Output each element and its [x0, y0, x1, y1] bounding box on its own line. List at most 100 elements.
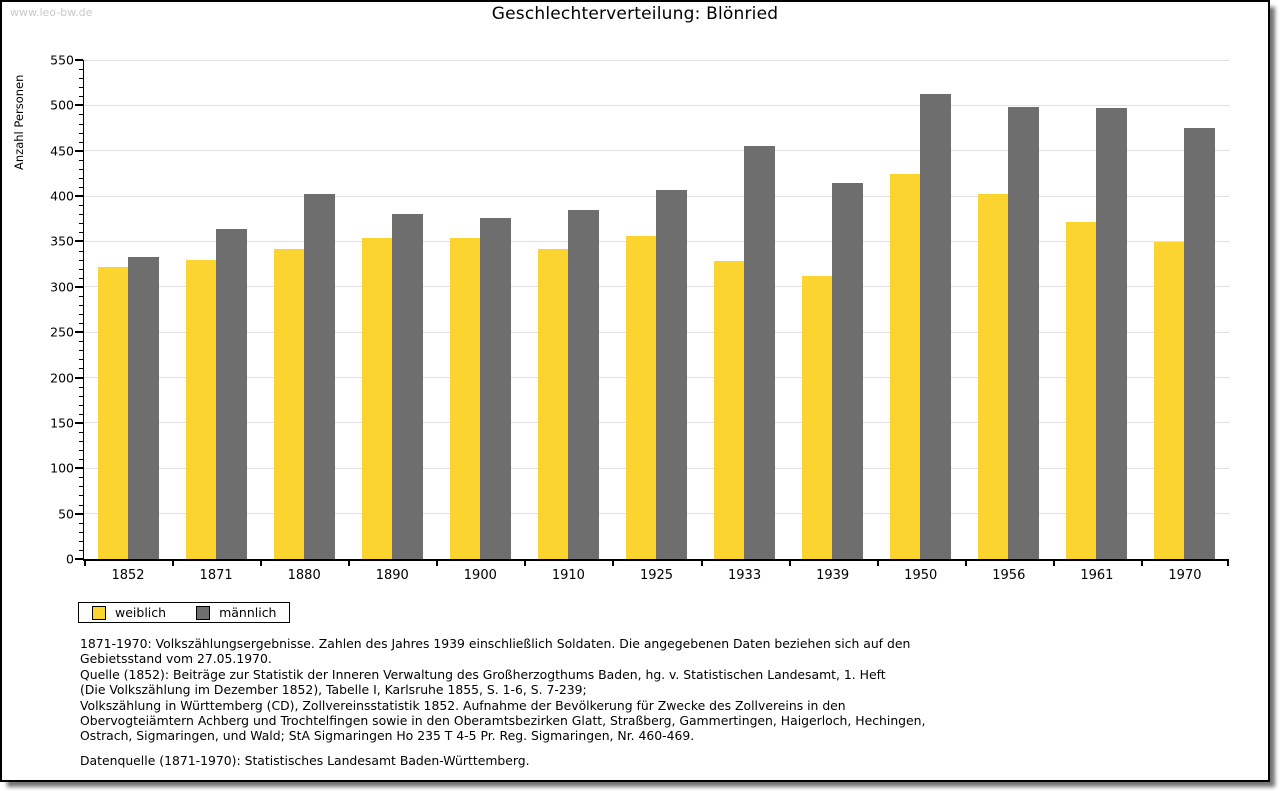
chart-title: Geschlechterverteilung: Blönried: [491, 4, 779, 24]
x-tick-label-1890: 1890: [375, 568, 409, 583]
y-minor-tick-70: [79, 495, 83, 497]
y-minor-tick-260: [79, 323, 83, 325]
bar-männlich-1961: [1096, 108, 1128, 559]
y-major-tick-450: [75, 149, 83, 152]
y-axis-title: Anzahl Personen: [12, 74, 26, 170]
y-minor-tick-460: [79, 141, 83, 143]
y-minor-tick-510: [79, 96, 83, 98]
bar-weiblich-1970: [1154, 242, 1185, 559]
footnote-line: 1871-1970: Volkszählungsergebnisse. Zahl…: [80, 636, 911, 651]
y-minor-tick-440: [79, 159, 83, 161]
bar-männlich-1890: [391, 214, 423, 559]
x-boundary-tick-13: [1227, 559, 1229, 566]
y-minor-tick-520: [79, 87, 83, 89]
y-minor-tick-20: [79, 540, 83, 542]
bar-männlich-1900: [479, 217, 511, 559]
y-tick-label-250: 250: [50, 324, 74, 340]
y-minor-tick-230: [79, 350, 83, 352]
y-major-tick-200: [75, 376, 83, 379]
x-boundary-tick-8: [788, 559, 791, 566]
y-tick-label-200: 200: [50, 370, 74, 386]
legend-box: weiblich männlich: [78, 602, 291, 623]
y-minor-tick-90: [79, 477, 83, 479]
bar-männlich-1852: [127, 256, 159, 559]
bar-männlich-1871: [215, 228, 247, 559]
y-minor-tick-540: [79, 69, 83, 71]
legend-swatch-weiblich: [92, 605, 106, 620]
y-minor-tick-390: [79, 205, 83, 207]
bar-weiblich-1871: [185, 259, 216, 559]
bar-männlich-1910: [567, 209, 599, 559]
y-minor-tick-80: [79, 486, 83, 488]
y-tick-label-400: 400: [50, 188, 74, 204]
y-tick-label-50: 50: [58, 506, 74, 522]
x-tick-label-1933: 1933: [728, 568, 762, 583]
x-tick-label-1956: 1956: [992, 568, 1026, 583]
y-minor-tick-130: [79, 441, 83, 443]
x-boundary-tick-3: [348, 559, 351, 566]
y-tick-label-100: 100: [50, 460, 74, 476]
legend-swatch-maennlich: [196, 605, 211, 620]
y-minor-tick-330: [79, 259, 83, 261]
bar-weiblich-1852: [97, 266, 128, 559]
y-major-tick-250: [75, 331, 83, 334]
bar-weiblich-1933: [714, 261, 745, 559]
y-minor-tick-210: [79, 368, 83, 370]
bar-männlich-1925: [656, 189, 687, 559]
footnote-line: Quelle (1852): Beiträge zur Statistik de…: [80, 666, 886, 682]
y-minor-tick-60: [79, 504, 83, 506]
y-minor-tick-120: [79, 450, 83, 452]
y-minor-tick-270: [79, 314, 83, 316]
x-boundary-tick-12: [1140, 559, 1143, 566]
x-boundary-tick-10: [964, 559, 967, 566]
x-boundary-tick-0: [84, 559, 86, 566]
bar-weiblich-1961: [1066, 222, 1097, 559]
x-tick-label-1939: 1939: [816, 568, 850, 583]
y-minor-tick-360: [79, 232, 83, 234]
footnote-line: Volkszählung in Württemberg (CD), Zollve…: [80, 697, 846, 713]
y-minor-tick-190: [79, 386, 83, 388]
y-major-tick-550: [75, 59, 83, 61]
y-tick-label-0: 0: [66, 551, 74, 567]
y-tick-label-300: 300: [50, 279, 74, 295]
y-minor-tick-490: [79, 114, 83, 116]
bar-männlich-1939: [832, 183, 864, 559]
x-tick-label-1852: 1852: [111, 568, 145, 583]
y-minor-tick-380: [79, 214, 83, 216]
y-minor-tick-220: [79, 359, 83, 361]
y-major-tick-400: [75, 195, 83, 198]
footnote-block: 1871-1970: Volkszählungsergebnisse. Zahl…: [80, 636, 925, 768]
y-minor-tick-530: [79, 78, 83, 80]
footnote-line: Gebietsstand vom 27.05.1970.: [80, 651, 272, 667]
y-minor-tick-310: [79, 277, 83, 279]
y-major-tick-0: [75, 558, 83, 560]
gridline-y-500: [84, 104, 1229, 106]
gridline-y-450: [84, 150, 1229, 152]
y-major-tick-150: [75, 421, 83, 424]
y-tick-label-550: 550: [50, 52, 74, 68]
bar-weiblich-1950: [890, 174, 921, 559]
y-minor-tick-110: [79, 459, 83, 461]
y-major-tick-300: [75, 285, 83, 288]
y-minor-tick-320: [79, 268, 83, 270]
y-major-tick-350: [75, 240, 83, 243]
footnote-line: Ostrach, Sigmaringen, und Wald; StA Sigm…: [80, 728, 695, 744]
gridline-y-550: [84, 59, 1229, 61]
x-tick-label-1871: 1871: [199, 568, 233, 583]
x-boundary-tick-5: [524, 559, 527, 566]
y-major-tick-50: [75, 512, 83, 515]
x-boundary-tick-6: [612, 559, 615, 566]
bar-weiblich-1939: [802, 275, 833, 559]
x-boundary-tick-11: [1052, 559, 1055, 566]
bar-weiblich-1890: [361, 237, 392, 559]
y-tick-label-150: 150: [50, 415, 74, 431]
y-minor-tick-280: [79, 304, 83, 306]
bar-weiblich-1956: [978, 194, 1009, 559]
y-minor-tick-430: [79, 168, 83, 170]
y-minor-tick-180: [79, 395, 83, 397]
bar-weiblich-1910: [537, 248, 568, 559]
y-minor-tick-480: [79, 123, 83, 125]
legend-label-maennlich: männlich: [219, 605, 277, 620]
y-tick-label-350: 350: [50, 233, 74, 249]
x-tick-label-1961: 1961: [1080, 568, 1114, 583]
